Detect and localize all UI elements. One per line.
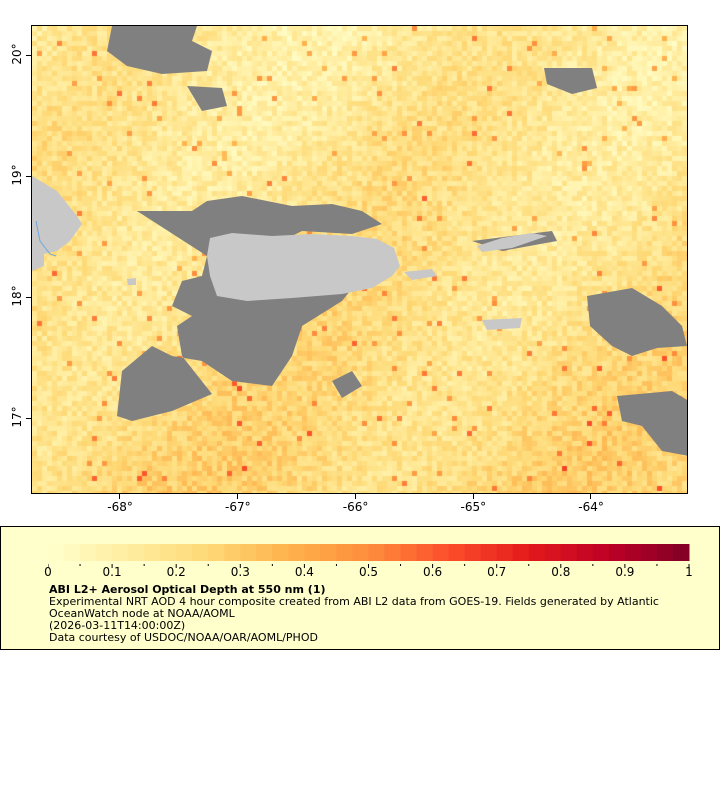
- land-virgin-islands: [477, 233, 547, 252]
- colorbar-step: [624, 544, 642, 561]
- colorbar-label: 0.3: [230, 565, 250, 579]
- lat-tick: [26, 176, 31, 178]
- lat-tick: [26, 296, 31, 298]
- colorbar-step: [208, 544, 225, 561]
- lon-tick-label: -67°: [225, 500, 251, 514]
- lat-tick: [26, 55, 31, 57]
- colorbar-step: [592, 544, 610, 561]
- legend-time: (2026-03-11T14:00:00Z): [49, 619, 186, 632]
- colorbar-label: 0.5: [358, 565, 379, 579]
- aod-map: [31, 25, 688, 494]
- legend-description-cont: OceanWatch node at NOAA/AOML: [49, 607, 235, 620]
- colorbar-label: 0.7: [487, 565, 507, 579]
- land-islet: [127, 278, 136, 285]
- colorbar-step: [320, 544, 337, 561]
- colorbar-step: [368, 544, 386, 561]
- colorbar-step: [352, 544, 369, 561]
- colorbar-step: [512, 544, 530, 561]
- colorbar-step: [64, 544, 81, 561]
- colorbar-step: [192, 544, 209, 561]
- lon-tick: [354, 494, 356, 499]
- colorbar-step: [496, 544, 514, 561]
- colorbar-label: 0.4: [294, 565, 314, 579]
- colorbar-step: [336, 544, 353, 561]
- colorbar-step: [464, 544, 482, 561]
- colorbar-step: [608, 544, 626, 561]
- colorbar-step: [80, 544, 97, 561]
- legend-panel: 0 0.1 0.2 0.3 0.4 0.5 0.6 0.7 0.8 0.9 1 ABI L2+ Ae…: [0, 526, 720, 650]
- colorbar-step: [128, 544, 145, 561]
- colorbar-step: [256, 544, 273, 561]
- map-overlay: [32, 26, 687, 456]
- colorbar-label: 0.6: [423, 565, 443, 579]
- legend-description: Experimental NRT AOD 4 hour composite cr…: [49, 595, 659, 608]
- colorbar-label: 0.2: [166, 565, 186, 579]
- lat-tick-label: 20°: [10, 43, 24, 65]
- colorbar-step: [656, 544, 674, 561]
- colorbar-step: [144, 544, 161, 561]
- colorbar-step: [448, 544, 466, 561]
- legend-text: ABI L2+ Aerosol Optical Depth at 550 nm …: [49, 584, 659, 644]
- colorbar-step: [576, 544, 594, 561]
- lon-tick-label: -66°: [342, 500, 369, 514]
- colorbar-step: [544, 544, 562, 561]
- colorbar-step: [288, 544, 305, 561]
- cloud-patch: [117, 196, 382, 421]
- lon-tick-label: -65°: [460, 500, 487, 514]
- colorbar-step: [224, 544, 241, 561]
- cloud-patch: [187, 86, 227, 111]
- land-vieques: [404, 269, 437, 280]
- lon-tick-label: -64°: [578, 500, 604, 514]
- lat-tick-label: 17°: [10, 406, 24, 428]
- land-hispaniola: [32, 176, 82, 271]
- colorbar-step: [528, 544, 546, 561]
- lon-tick: [237, 494, 239, 499]
- cloud-patch: [587, 288, 687, 356]
- lon-tick: [472, 494, 474, 499]
- colorbar-step: [416, 544, 434, 561]
- colorbar-step: [560, 544, 578, 561]
- colorbar-step: [640, 544, 658, 561]
- land-puerto-rico: [207, 233, 400, 301]
- colorbar-label: 0: [44, 565, 52, 579]
- colorbar-step: [96, 544, 113, 561]
- colorbar-step: [272, 544, 289, 561]
- colorbar-step: [384, 544, 402, 561]
- land-st-croix: [482, 318, 522, 330]
- legend-credit: Data courtesy of USDOC/NOAA/OAR/AOML/PHO…: [49, 631, 318, 644]
- colorbar-step: [672, 544, 690, 561]
- cloud-patch: [107, 26, 212, 74]
- colorbar-label: 1: [685, 565, 693, 579]
- colorbar: [48, 544, 690, 568]
- lon-tick: [119, 494, 121, 499]
- colorbar-step: [432, 544, 450, 561]
- colorbar-step: [304, 544, 321, 561]
- lon-tick: [590, 494, 592, 499]
- cloud-patch: [332, 371, 362, 398]
- colorbar-label: 0.1: [102, 565, 122, 579]
- colorbar-step: [48, 544, 65, 561]
- lon-tick-label: -68°: [107, 500, 133, 514]
- colorbar-label: 0.9: [615, 565, 635, 579]
- coastline-river: [35, 220, 57, 257]
- colorbar-step: [400, 544, 418, 561]
- colorbar-step: [240, 544, 257, 561]
- lat-tick-label: 19°: [10, 164, 24, 186]
- cloud-patch: [617, 391, 687, 456]
- lat-tick-label: 18°: [10, 285, 24, 307]
- colorbar-step: [112, 544, 129, 561]
- legend-title: ABI L2+ Aerosol Optical Depth at 550 nm …: [49, 583, 326, 596]
- lat-tick: [26, 417, 31, 419]
- no-data-areas: [107, 26, 687, 456]
- cloud-patch: [544, 68, 597, 94]
- colorbar-step: [480, 544, 498, 561]
- colorbar-label: 0.8: [551, 565, 571, 579]
- colorbar-step: [160, 544, 177, 561]
- colorbar-step: [176, 544, 193, 561]
